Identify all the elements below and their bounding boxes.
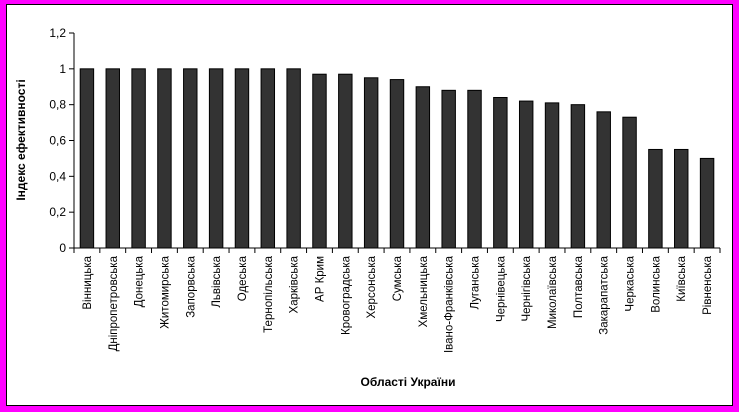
category-label: Миколаївська xyxy=(547,255,559,329)
bar-chart: 0 0,2 0,4 0,6 0,8 1 1,2 Вінницька Дніпропетровс… xyxy=(14,26,721,389)
category-label: Івано-Франківська xyxy=(444,255,456,353)
bar xyxy=(441,89,456,249)
bar xyxy=(105,68,120,249)
bar xyxy=(338,73,353,249)
y-tick-label: 0,2 xyxy=(49,205,66,219)
category-label: Вінницька xyxy=(82,255,94,309)
category-label: Луганська xyxy=(470,255,482,309)
bar xyxy=(79,68,95,249)
bar xyxy=(699,157,715,249)
bar xyxy=(389,79,405,249)
y-tick-label: 0,8 xyxy=(49,98,66,112)
bars xyxy=(79,68,715,249)
category-label: Черкаська xyxy=(625,255,637,311)
bar xyxy=(312,73,327,249)
bar xyxy=(131,68,146,249)
bar xyxy=(622,116,637,249)
y-tick-label: 1 xyxy=(59,62,66,76)
category-label: Чернівецька xyxy=(495,255,507,322)
bar xyxy=(493,97,508,249)
bar xyxy=(260,68,276,249)
y-tick-label: 0,6 xyxy=(49,134,66,148)
category-label: Сумська xyxy=(392,255,404,301)
bar xyxy=(286,68,301,249)
bar xyxy=(570,104,586,249)
category-label: Херсонська xyxy=(366,255,378,318)
category-label: Полтавська xyxy=(573,255,585,318)
bar xyxy=(183,68,198,249)
bar xyxy=(596,111,611,249)
category-label: Київська xyxy=(676,255,688,301)
bar xyxy=(157,68,172,249)
category-label: Кровоградська xyxy=(340,255,352,335)
y-axis: 0 0,2 0,4 0,6 0,8 1 1,2 xyxy=(49,26,720,255)
y-axis-title: Індекс ефективності xyxy=(14,79,28,200)
y-tick-label: 0,4 xyxy=(49,169,66,183)
category-label: Тернопільська xyxy=(263,255,275,332)
category-label: Донецька xyxy=(134,255,146,307)
category-label: Одеська xyxy=(237,255,249,301)
category-label: Запорвська xyxy=(185,255,197,317)
category-label: Рівненська xyxy=(702,255,714,314)
category-label: Харківська xyxy=(289,255,301,313)
category-label: Волинська xyxy=(650,255,662,312)
category-label: АР Крим xyxy=(314,256,326,302)
category-label: Хмельницька xyxy=(418,255,430,327)
chart-frame: 0 0,2 0,4 0,6 0,8 1 1,2 Вінницька Дніпропетровс… xyxy=(6,4,733,406)
bar xyxy=(415,86,431,249)
bar xyxy=(518,100,534,249)
bar xyxy=(648,148,663,249)
x-axis-categories: Вінницька Дніпропетровська Донецька Житомир… xyxy=(73,248,721,353)
category-label: Львівська xyxy=(211,255,223,307)
bar xyxy=(674,148,689,249)
bar xyxy=(363,77,379,249)
bar xyxy=(208,68,224,249)
y-tick-label: 0 xyxy=(59,241,66,255)
bar xyxy=(467,89,482,249)
x-axis-title: Області України xyxy=(361,375,456,389)
category-label: Чернігівська xyxy=(521,255,533,321)
category-label: Закарапатська xyxy=(599,255,611,334)
bar xyxy=(234,68,250,249)
category-label: Житомирська xyxy=(159,255,171,328)
bar xyxy=(544,102,560,249)
y-tick-label: 1,2 xyxy=(49,26,66,40)
category-label: Дніпропетровська xyxy=(108,255,120,351)
